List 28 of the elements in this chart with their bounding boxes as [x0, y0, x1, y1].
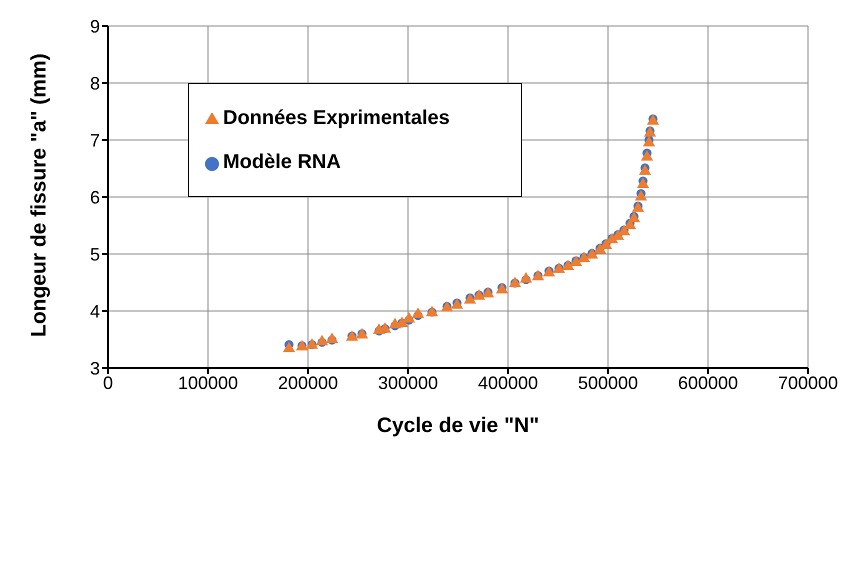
x-tick-label: 100000: [178, 372, 238, 393]
x-tick-label: 0: [102, 372, 114, 393]
y-tick-label: 9: [90, 16, 100, 36]
x-tick-label: 600000: [678, 372, 738, 393]
x-tick-label: 700000: [778, 372, 838, 393]
y-tick-label: 6: [90, 187, 100, 208]
point: [520, 272, 532, 283]
point: [634, 190, 648, 201]
point: [402, 312, 416, 322]
x-tick-label: 300000: [378, 372, 438, 393]
y-axis-title: Longeur de fissure "a" (mm): [27, 53, 50, 337]
x-axis-title: Cycle de vie "N": [376, 414, 540, 437]
x-tick-label: 500000: [578, 372, 638, 393]
legend-label: Données Exprimentales: [223, 107, 450, 129]
point: [326, 332, 338, 344]
y-tick-label: 3: [90, 358, 100, 378]
point: [638, 164, 652, 175]
y-tick-label: 5: [90, 244, 100, 264]
y-tick-label: 4: [90, 301, 100, 322]
y-tick-label: 7: [90, 130, 100, 150]
legend-label: Modèle RNA: [223, 151, 341, 173]
x-tick-label: 400000: [478, 372, 538, 393]
point: [282, 342, 296, 352]
x-tick-label: 200000: [278, 372, 338, 393]
point: [640, 150, 654, 161]
point: [412, 307, 424, 318]
y-tick-label: 8: [90, 73, 100, 94]
point: [316, 334, 328, 346]
